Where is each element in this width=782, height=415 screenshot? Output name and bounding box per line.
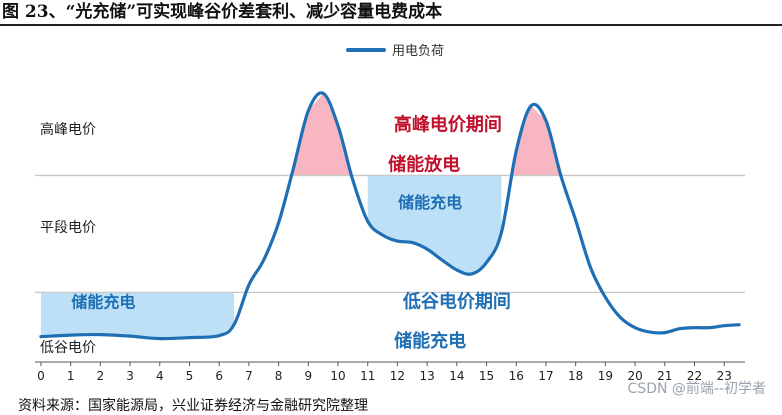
row-label: 高峰电价 [40,121,96,138]
x-tick-label: 7 [245,369,253,383]
x-tick-label: 14 [449,369,464,383]
x-tick-label: 21 [657,369,672,383]
charge-area-1 [40,292,235,339]
load-chart: 0 1 2 3 4 5 6 7 8 9 10 11 12 13 14 15 16 17 18 19 20 21 22 23 高… [35,44,745,383]
peak-discharge-area-2 [501,105,576,176]
x-tick-label: 4 [156,369,164,383]
charge-area-2 [367,175,502,274]
band-layer [40,93,576,339]
annotation-label: 储能放电 [387,153,460,175]
x-tick-label: 10 [330,369,345,383]
legend-label: 用电负荷 [392,44,444,59]
x-tick-label: 11 [360,369,375,383]
x-tick-label: 2 [97,369,105,383]
watermark: CSDN @前端--初学者 [627,381,766,397]
x-tick-label: 9 [304,369,312,383]
peak-discharge-area-1 [293,93,368,176]
source-note: 资料来源：国家能源局，兴业证券经济与金融研究院整理 [18,398,368,414]
x-tick-label: 6 [215,369,223,383]
x-tick-label: 16 [509,369,524,383]
annotation-label: 储能充电 [397,193,462,212]
load-series-line [39,91,741,341]
x-tick-label: 19 [598,369,613,383]
x-tick-label: 0 [37,369,45,383]
guide-lines [35,174,745,293]
legend: 用电负荷 [346,44,444,59]
x-tick-label: 17 [538,369,553,383]
x-tick-label: 13 [419,369,434,383]
x-tick-label: 15 [479,369,494,383]
chart-title: 图 23、“光充储”可实现峰谷价差套利、减少容量电费成本 [0,0,782,26]
x-tick-label: 3 [126,369,134,383]
annotation-label: 低谷电价期间 [402,290,511,312]
x-tick-label: 5 [186,369,194,383]
x-tick-label: 22 [687,369,702,383]
x-tick-label: 18 [568,369,583,383]
annotation-label: 高峰电价期间 [394,114,502,136]
annotation-label: 储能充电 [393,330,466,352]
row-label: 平段电价 [40,220,96,236]
series-layer [39,91,741,341]
x-tick-label: 8 [275,369,283,383]
x-tick-label: 23 [717,369,732,383]
x-axis: 0 1 2 3 4 5 6 7 8 9 10 11 12 13 14 15 16 17 18 19 20 21 22 23 [35,361,745,383]
annotation-label: 储能充电 [70,292,135,311]
x-tick-label: 1 [67,369,75,383]
x-tick-label: 20 [627,369,642,383]
row-label: 低谷电价 [40,340,96,356]
x-tick-label: 12 [390,369,405,383]
